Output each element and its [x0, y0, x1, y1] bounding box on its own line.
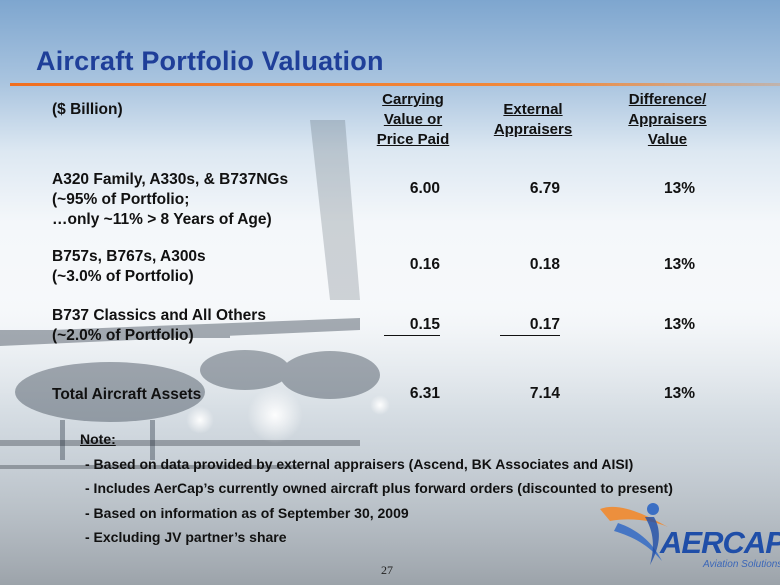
- table-row-label: B737 Classics and All Others (~2.0% of P…: [52, 306, 266, 346]
- carrying-value-total: 6.31: [409, 385, 440, 402]
- row-label-line: A320 Family, A330s, & B737NGs: [52, 171, 289, 188]
- column-header-difference: Difference/ Appraisers Value: [610, 90, 725, 150]
- notes-block: Note: - Based on data provided by extern…: [80, 427, 673, 550]
- row-label-line: B757s, B767s, A300s: [52, 248, 206, 265]
- page-number: 27: [381, 563, 393, 577]
- column-header-carrying-value: Carrying Value or Price Paid: [358, 90, 468, 150]
- header-line: Appraisers: [628, 111, 707, 128]
- table-row-label: B757s, B767s, A300s (~3.0% of Portfolio): [52, 247, 206, 287]
- carrying-value-cell: 0.15: [384, 316, 440, 336]
- logo-figure-icon: [600, 503, 668, 565]
- carrying-value-cell: 6.00: [409, 180, 440, 197]
- external-value-total: 7.14: [529, 385, 560, 402]
- row-label-line: (~3.0% of Portfolio): [52, 268, 194, 285]
- note-item: - Includes AerCap’s currently owned airc…: [85, 480, 673, 496]
- header-line: Difference/: [628, 91, 707, 108]
- difference-cell: 13%: [663, 256, 695, 273]
- row-label-line: Total Aircraft Assets: [52, 386, 202, 403]
- note-item: - Based on data provided by external app…: [85, 455, 634, 472]
- header-line: External: [503, 101, 563, 118]
- external-value-cell: 6.79: [529, 180, 560, 197]
- row-label-line: …only ~11% > 8 Years of Age): [52, 211, 272, 228]
- carrying-value-cell: 0.16: [409, 256, 440, 273]
- difference-total: 13%: [663, 385, 695, 402]
- header-line: Appraisers: [493, 121, 573, 138]
- external-value-cell: 0.18: [529, 256, 560, 273]
- notes-heading: Note:: [80, 431, 116, 447]
- header-line: Value or: [383, 111, 443, 128]
- table-total-label: Total Aircraft Assets: [52, 385, 201, 405]
- header-line: Carrying: [382, 91, 444, 108]
- header-line: Price Paid: [376, 131, 450, 148]
- external-value-cell: 0.17: [500, 316, 560, 336]
- logo-tagline: Aviation Solutions: [703, 559, 780, 570]
- logo-wordmark: AERCAP: [660, 525, 780, 560]
- row-label-line: B737 Classics and All Others: [52, 307, 266, 324]
- note-item: - Excluding JV partner’s share: [85, 529, 287, 545]
- difference-cell: 13%: [663, 316, 695, 333]
- difference-cell: 13%: [663, 180, 695, 197]
- table-row-label: A320 Family, A330s, & B737NGs (~95% of P…: [52, 170, 288, 230]
- note-item: - Based on information as of September 3…: [85, 504, 409, 521]
- header-line: Value: [647, 131, 688, 148]
- aercap-logo: AERCAP Aviation Solutions: [590, 495, 780, 575]
- row-label-line: (~95% of Portfolio;: [52, 191, 190, 208]
- unit-label: ($ Billion): [52, 101, 123, 118]
- row-label-line: (~2.0% of Portfolio): [52, 327, 194, 344]
- column-header-external-appraisers: External Appraisers: [478, 100, 588, 140]
- title-accent-rule: [10, 83, 780, 86]
- slide-title: Aircraft Portfolio Valuation: [36, 46, 384, 76]
